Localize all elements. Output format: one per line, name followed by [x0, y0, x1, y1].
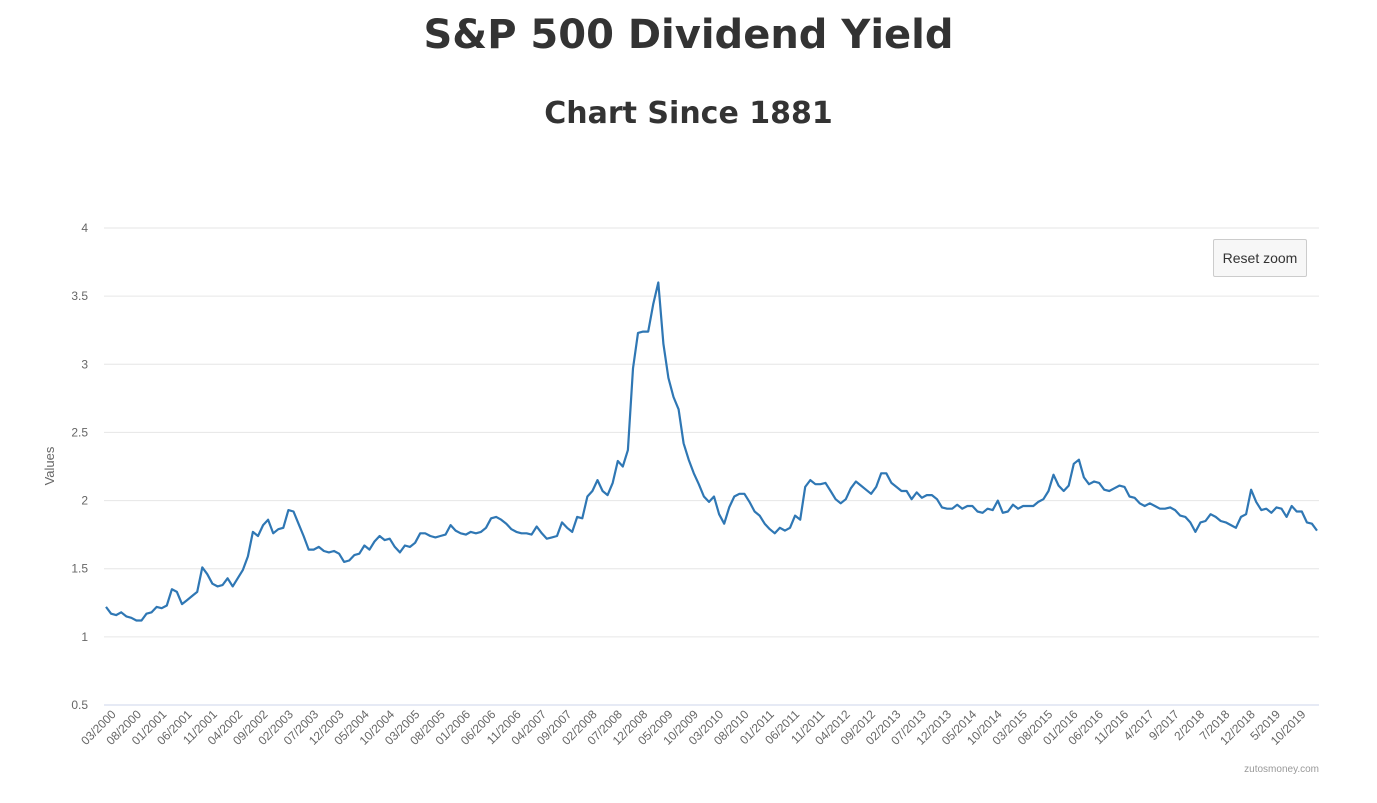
y-tick-label: 4 — [81, 221, 88, 235]
chart-title: S&P 500 Dividend Yield — [423, 12, 954, 58]
y-tick-label: 2.5 — [71, 425, 88, 439]
y-gridlines — [104, 227, 1319, 638]
y-tick-label: 1.5 — [71, 562, 88, 576]
y-axis-label: Values — [42, 446, 57, 485]
chart-subtitle: Chart Since 1881 — [544, 96, 833, 131]
y-tick-label: 3 — [81, 357, 88, 371]
series-line[interactable] — [105, 281, 1318, 622]
y-tick-label: 1 — [81, 630, 88, 644]
x-tick-labels: 03/200008/200001/200106/200111/200104/20… — [78, 707, 1308, 748]
y-tick-label: 2 — [81, 494, 88, 508]
y-tick-label: 0.5 — [71, 698, 88, 712]
y-tick-labels: 0.5 1 1.5 2 2.5 3 3.5 4 — [71, 221, 88, 712]
credit-link[interactable]: zutosmoney.com — [1244, 764, 1319, 775]
y-tick-label: 3.5 — [71, 289, 88, 303]
reset-zoom-button[interactable]: Reset zoom — [1213, 239, 1307, 277]
